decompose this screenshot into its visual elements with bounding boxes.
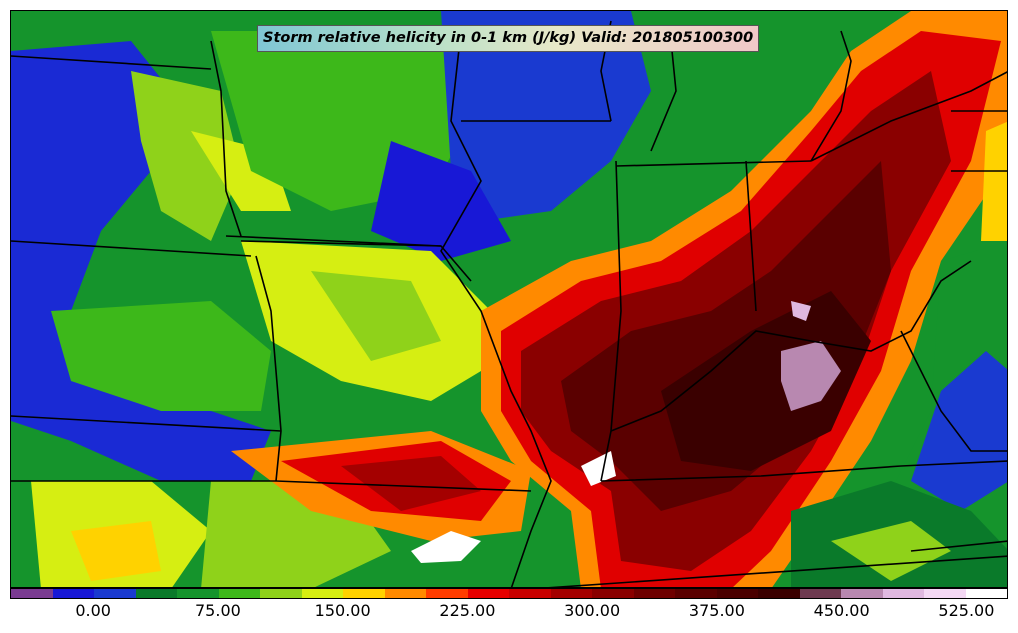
colorbar-tick-label: 450.00 [813,601,870,620]
colorbar-segment [218,589,260,598]
colorbar-segment [177,589,219,598]
map-panel: Storm relative helicity in 0-1 km (J/kg)… [10,10,1008,588]
field-darkred-south [341,456,481,511]
colorbar-segment [633,589,675,598]
colorbar-segment [799,589,841,598]
field-blue-east [911,351,1007,511]
field-white-blob2 [581,451,616,486]
field-white-blob1 [411,531,481,563]
border-lake-erie [810,71,1007,162]
colorbar-segment [260,589,302,598]
colorbar-segment [52,589,94,598]
border-lake-mi-east [650,40,677,152]
border-ohio-river [610,260,972,432]
field-lime-central2 [311,271,441,361]
border-mi-south [615,160,812,167]
colorbar-segment [467,589,509,598]
colorbar-segment [592,589,634,598]
colorbar-tick-label: 0.00 [75,601,111,620]
colorbar-segment [841,589,883,598]
colorbar-tick-label: 525.00 [938,601,995,620]
border-nd-sd [11,55,212,70]
colorbar-tick-label: 225.00 [439,601,496,620]
border-mi-thumb [810,30,852,162]
field-yellow-ne [981,121,1007,241]
border-mississippi [440,30,552,587]
colorbar-tick-label: 375.00 [688,601,745,620]
colorbar-segment [882,589,924,598]
field-maroon-plume [561,161,891,511]
colorbar-segment [301,589,343,598]
border-ia-mo [240,240,472,282]
border-ks-mo-west [255,255,282,482]
border-wv-va [900,330,1007,452]
field-blue-north [441,11,651,221]
colorbar-tick-label: 150.00 [314,601,371,620]
border-tn-south [548,555,1007,587]
colorbar-segment [965,589,1007,598]
colorbar-segment [384,589,426,598]
border-sd-ne [11,240,252,257]
field-yellow-sw2 [71,521,161,581]
border-nc-va [910,540,1007,552]
field-lime-nw [131,71,241,241]
colorbar-segment [550,589,592,598]
colorbar-segment [716,589,758,598]
field-lime-se [831,521,951,581]
colorbar [10,588,1008,599]
field-pink-core2 [791,301,811,321]
map-title: Storm relative helicity in 0-1 km (J/kg)… [257,25,760,52]
colorbar-segment [509,589,551,598]
colorbar-segment [758,589,800,598]
field-green-central [51,301,271,411]
border-in-oh [745,160,757,312]
colorbar-segment [343,589,385,598]
colorbar-segment [11,589,53,598]
state-borders [11,20,1007,587]
colorbar-tick-label: 300.00 [564,601,621,620]
border-il-in [600,160,622,482]
colorbar-segment [426,589,468,598]
colorbar-segment [675,589,717,598]
border-ne-ks [11,415,282,432]
colorbar-tick-label: 75.00 [195,601,241,620]
field-pink-core [781,341,841,411]
colorbar-segment [924,589,966,598]
border-mn-west [210,40,242,237]
border-ky-tn [600,460,1007,482]
field-blue-north2 [371,141,511,261]
border-mo-ar [275,480,532,492]
colorbar-tick-labels: 0.00 75.00 150.00 225.00 300.00 375.00 450.00 5… [10,601,1008,623]
field-maroon-core [661,291,871,471]
colorbar-segment [135,589,177,598]
helicity-field-map [11,11,1007,587]
colorbar-segment [94,589,136,598]
